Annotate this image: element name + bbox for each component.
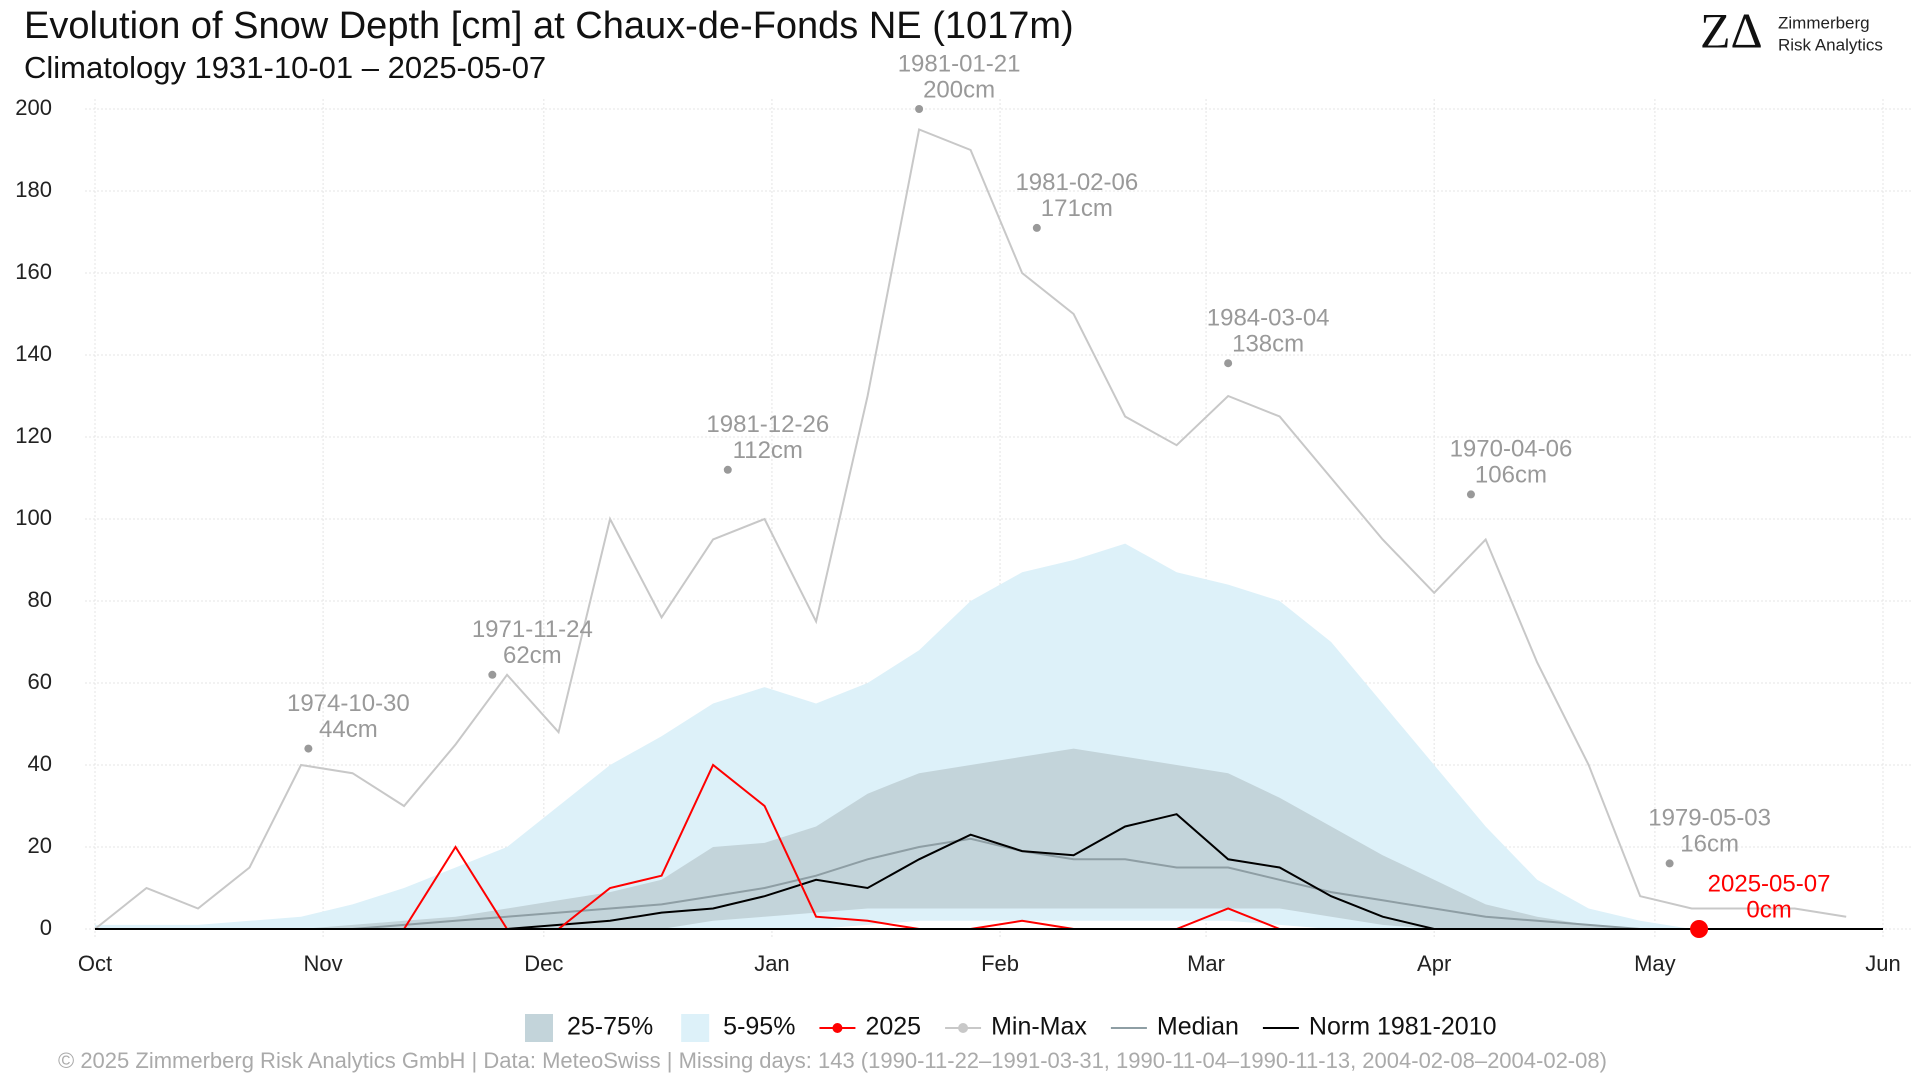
legend-label: 5-95% <box>723 1013 795 1041</box>
annotation-date: 1979-05-03 <box>1648 805 1771 832</box>
x-tick-label: Feb <box>981 951 1019 976</box>
y-tick-label: 160 <box>15 259 52 284</box>
y-tick-label: 180 <box>15 177 52 202</box>
y-tick-label: 140 <box>15 341 52 366</box>
legend-label: Median <box>1157 1013 1239 1041</box>
y-tick-label: 20 <box>28 833 52 858</box>
annotation-label: 16cm <box>1680 831 1739 858</box>
logo-line2: Risk Analytics <box>1778 35 1883 54</box>
legend-label: 2025 <box>865 1013 921 1041</box>
legend-label: 25-75% <box>567 1013 653 1041</box>
x-tick-label: Jun <box>1865 951 1900 976</box>
legend-swatch <box>525 1014 553 1042</box>
annotation-point <box>304 744 313 753</box>
x-tick-label: Apr <box>1417 951 1451 976</box>
y-tick-label: 0 <box>40 915 52 940</box>
annotation-point <box>1665 859 1674 868</box>
y-tick-label: 200 <box>15 95 52 120</box>
legend-label: Norm 1981-2010 <box>1309 1013 1497 1041</box>
y-tick-label: 60 <box>28 669 52 694</box>
annotation-label: 171cm <box>1041 195 1113 222</box>
chart-title: Evolution of Snow Depth [cm] at Chaux-de… <box>24 5 1074 47</box>
x-tick-label: Oct <box>78 951 112 976</box>
annotation-date: 1981-01-21 <box>898 50 1021 77</box>
y-tick-label: 100 <box>15 505 52 530</box>
annotation-point <box>488 670 497 679</box>
annotation-date: 1981-12-26 <box>706 411 829 438</box>
annotation-point <box>1690 920 1709 938</box>
logo-line1: Zimmerberg <box>1778 13 1870 32</box>
annotation-label: 44cm <box>319 716 378 743</box>
x-tick-label: Nov <box>304 951 343 976</box>
annotation-point <box>1032 223 1041 232</box>
legend-swatch <box>681 1014 710 1042</box>
annotation-point <box>723 465 732 474</box>
annotation-label: 106cm <box>1475 462 1547 489</box>
line <box>94 128 1847 930</box>
legend-label: Min-Max <box>991 1013 1087 1041</box>
annotation-date: 1984-03-04 <box>1207 305 1330 332</box>
annotation-date: 2025-05-07 <box>1708 870 1831 897</box>
band <box>95 543 1847 929</box>
annotation-label: 0cm <box>1746 896 1791 923</box>
annotation-date: 1970-04-06 <box>1450 436 1573 463</box>
annotation-label: 200cm <box>923 76 995 103</box>
annotation-point <box>1466 490 1475 499</box>
annotation-date: 1981-02-06 <box>1015 169 1138 196</box>
x-tick-label: Mar <box>1187 951 1225 976</box>
line <box>95 837 1847 930</box>
annotation-label: 112cm <box>733 437 803 464</box>
y-tick-label: 80 <box>28 587 52 612</box>
annotation-label: 138cm <box>1232 331 1304 358</box>
footer: © 2025 Zimmerberg Risk Analytics GmbH | … <box>58 1048 1607 1073</box>
annotation-date: 1974-10-30 <box>287 690 410 717</box>
annotation-date: 1971-11-24 <box>472 616 593 643</box>
legend-marker <box>958 1023 969 1033</box>
legend-marker <box>832 1023 843 1033</box>
y-tick-label: 120 <box>15 423 52 448</box>
x-tick-label: Jan <box>754 951 789 976</box>
y-tick-label: 40 <box>28 751 52 776</box>
annotation-label: 62cm <box>503 642 562 669</box>
x-tick-label: Dec <box>524 951 563 976</box>
annotation-point <box>915 105 924 113</box>
chart-subtitle: Climatology 1931-10-01 – 2025-05-07 <box>24 50 546 85</box>
logo-mark: ZΔ <box>1700 2 1763 58</box>
annotation-point <box>1224 359 1233 368</box>
x-tick-label: May <box>1634 951 1676 976</box>
